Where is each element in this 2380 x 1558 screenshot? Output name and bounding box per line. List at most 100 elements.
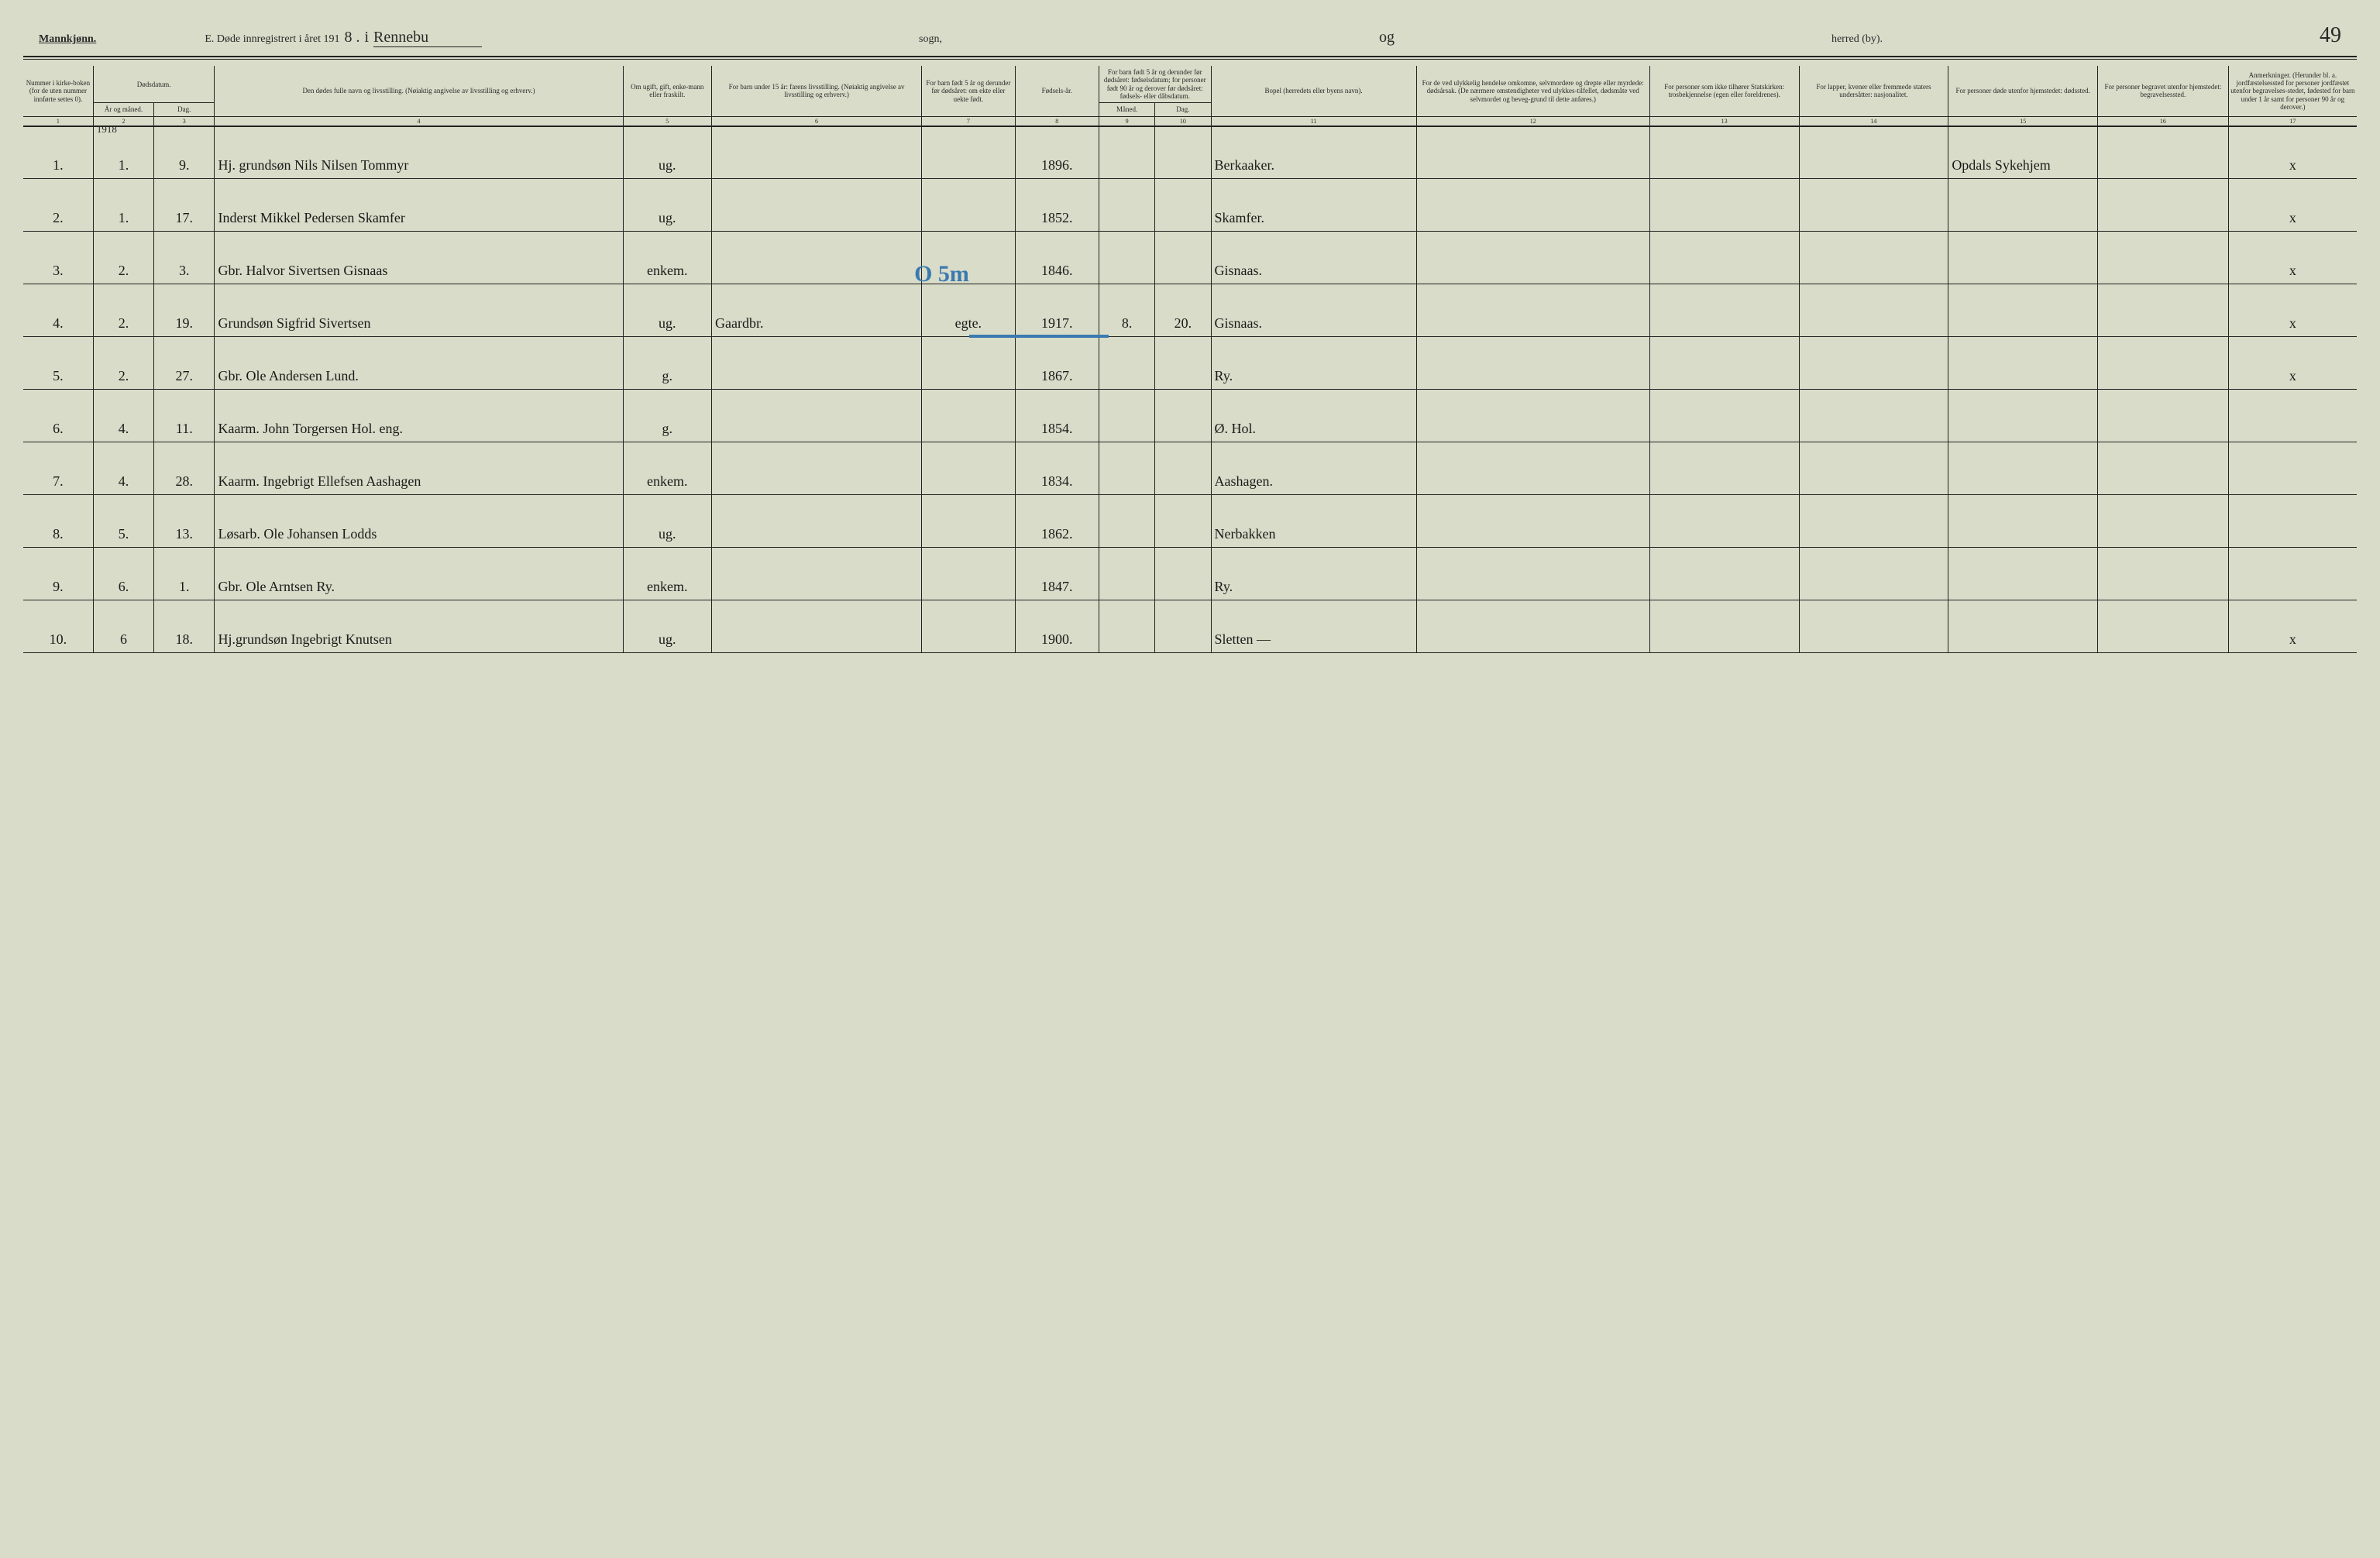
cell: 5. — [23, 337, 93, 390]
cell — [1799, 548, 1948, 600]
cell: 10. — [23, 600, 93, 653]
col-11-header: Bopel (herredets eller byens navn). — [1211, 66, 1416, 116]
cell: enkem. — [623, 548, 711, 600]
cell: 2. — [23, 179, 93, 232]
colnum: 13 — [1649, 116, 1799, 126]
col-8-header: Fødsels-år. — [1015, 66, 1099, 116]
cell: Nerbakken — [1211, 495, 1416, 548]
cell — [2228, 548, 2357, 600]
cell: Inderst Mikkel Pedersen Skamfer — [215, 179, 623, 232]
cell: Gisnaas. — [1211, 232, 1416, 284]
cell: 1900. — [1015, 600, 1099, 653]
cell: 8. — [23, 495, 93, 548]
cell — [1948, 548, 2098, 600]
cell — [2098, 442, 2229, 495]
col-2b-header: Dag. — [154, 103, 215, 116]
cell — [1416, 126, 1649, 179]
col-4-header: Den dødes fulle navn og livsstilling. (N… — [215, 66, 623, 116]
cell: Opdals Sykehjem — [1948, 126, 2098, 179]
cell: Ø. Hol. — [1211, 390, 1416, 442]
cell — [1099, 495, 1154, 548]
cell — [922, 600, 1015, 653]
colnum: 4 — [215, 116, 623, 126]
cell: ug. — [623, 126, 711, 179]
column-number-row: 1 2 3 4 5 6 7 8 9 10 11 12 13 14 15 16 1… — [23, 116, 2357, 126]
cell: egte.O 5m — [922, 284, 1015, 337]
cell — [1155, 179, 1211, 232]
col-13-header: For personer som ikke tilhører Statskirk… — [1649, 66, 1799, 116]
col-2a-header: År og måned. — [93, 103, 153, 116]
page-number: 49 — [2320, 23, 2341, 48]
col-9-header-top: For barn født 5 år og derunder før dødså… — [1099, 66, 1211, 103]
cell — [1155, 126, 1211, 179]
cell — [922, 442, 1015, 495]
cell — [1948, 232, 2098, 284]
cell — [1948, 442, 2098, 495]
cell — [1416, 495, 1649, 548]
cell — [1155, 390, 1211, 442]
cell — [1799, 179, 1948, 232]
register-table: Nummer i kirke-boken (for de uten nummer… — [23, 66, 2357, 653]
cell: 1834. — [1015, 442, 1099, 495]
cell — [1416, 600, 1649, 653]
col-5-header: Om ugift, gift, enke-mann eller fraskilt… — [623, 66, 711, 116]
register-page: Mannkjønn. E. Døde innregistrert i året … — [23, 23, 2357, 653]
cell: 1867. — [1015, 337, 1099, 390]
cell — [922, 126, 1015, 179]
cell: 1. — [154, 548, 215, 600]
table-row: 6.4.11.Kaarm. John Torgersen Hol. eng.g.… — [23, 390, 2357, 442]
cell — [1799, 600, 1948, 653]
table-row: 4.2.19.Grundsøn Sigfrid Sivertsenug.Gaar… — [23, 284, 2357, 337]
cell — [2228, 495, 2357, 548]
cell: x — [2228, 284, 2357, 337]
colnum: 1 — [23, 116, 93, 126]
cell: g. — [623, 390, 711, 442]
col-15-header: For personer døde utenfor hjemstedet: dø… — [1948, 66, 2098, 116]
cell: 1862. — [1015, 495, 1099, 548]
og-handwritten: og — [1379, 29, 1395, 46]
cell — [1416, 284, 1649, 337]
cell — [2098, 179, 2229, 232]
cell — [1155, 232, 1211, 284]
cell: enkem. — [623, 442, 711, 495]
cell: 11. — [154, 390, 215, 442]
cell — [1099, 232, 1154, 284]
colnum: 11 — [1211, 116, 1416, 126]
table-body: 1.19181.9.Hj. grundsøn Nils Nilsen Tommy… — [23, 126, 2357, 653]
cell: Gbr. Halvor Sivertsen Gisnaas — [215, 232, 623, 284]
cell: 1. — [23, 126, 93, 179]
cell: 2. — [93, 232, 153, 284]
cell — [1649, 179, 1799, 232]
cell: 1854. — [1015, 390, 1099, 442]
colnum: 10 — [1155, 116, 1211, 126]
cell: Kaarm. Ingebrigt Ellefsen Aashagen — [215, 442, 623, 495]
cell — [1948, 337, 2098, 390]
cell: 6 — [93, 600, 153, 653]
cell — [2098, 600, 2229, 653]
parish-name: Rennebu — [373, 29, 482, 47]
cell — [1155, 442, 1211, 495]
cell — [1649, 232, 1799, 284]
colnum: 15 — [1948, 116, 2098, 126]
cell: x — [2228, 337, 2357, 390]
cell: Berkaaker. — [1211, 126, 1416, 179]
cell: 17. — [154, 179, 215, 232]
cell — [922, 179, 1015, 232]
cell — [1948, 284, 2098, 337]
cell: 6. — [93, 548, 153, 600]
cell: x — [2228, 126, 2357, 179]
cell: g. — [623, 337, 711, 390]
col-6-header: For barn under 15 år: farens livsstillin… — [712, 66, 922, 116]
col-1-header: Nummer i kirke-boken (for de uten nummer… — [23, 66, 93, 116]
cell: 1. — [93, 179, 153, 232]
cell — [1948, 600, 2098, 653]
cell — [1416, 232, 1649, 284]
col-7-header: For barn født 5 år og derunder før dødså… — [922, 66, 1015, 116]
table-row: 7.4.28.Kaarm. Ingebrigt Ellefsen Aashage… — [23, 442, 2357, 495]
cell — [1799, 126, 1948, 179]
cell: 18. — [154, 600, 215, 653]
cell: x — [2228, 179, 2357, 232]
cell — [922, 548, 1015, 600]
header-row: Mannkjønn. E. Døde innregistrert i året … — [23, 23, 2357, 54]
cell — [2228, 442, 2357, 495]
